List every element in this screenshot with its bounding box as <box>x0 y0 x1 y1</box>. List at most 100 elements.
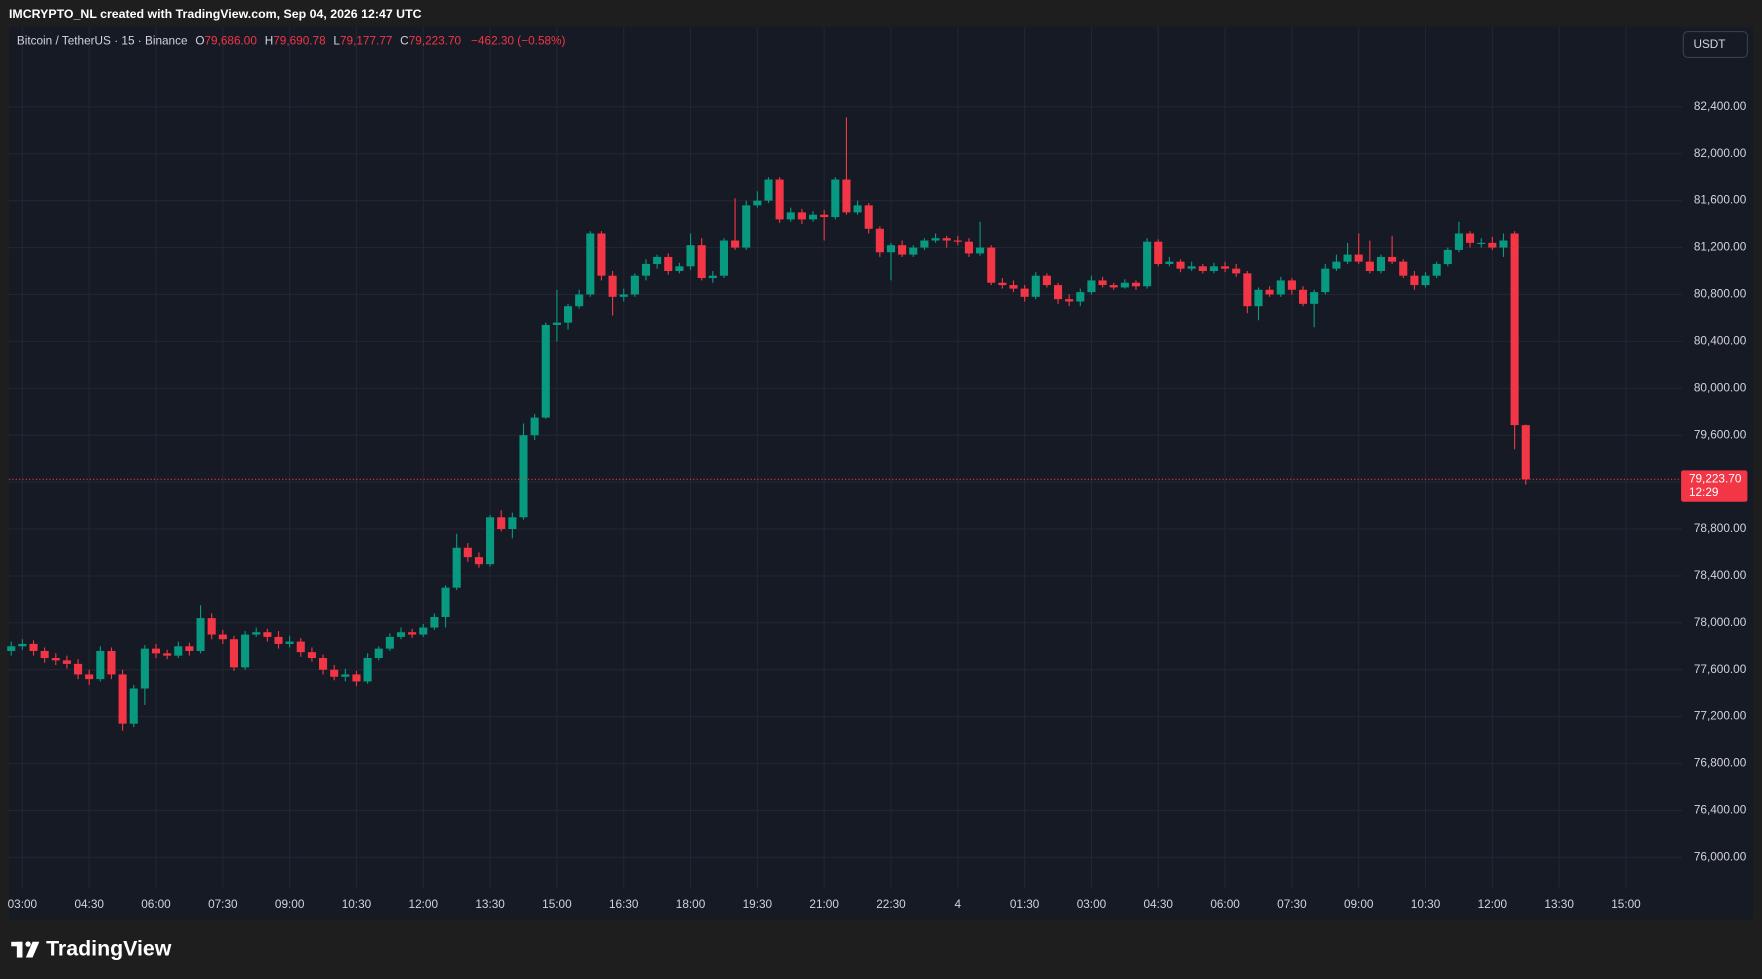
candle-body <box>942 238 951 241</box>
candle-body <box>1310 292 1319 304</box>
legend-key: L <box>333 35 340 48</box>
candle-body <box>1098 280 1107 286</box>
candle-body <box>51 658 60 661</box>
candle-body <box>474 557 483 565</box>
countdown: 12:29 <box>1689 486 1718 499</box>
candle-body <box>419 627 428 635</box>
y-tick-label: 76,400.00 <box>1694 804 1747 817</box>
candle-body <box>363 658 372 682</box>
candle-body <box>864 205 873 229</box>
candle-body <box>1232 268 1241 274</box>
candle-body <box>619 294 628 297</box>
candle-body <box>753 200 762 206</box>
candle-body <box>909 247 918 255</box>
x-tick-label: 19:30 <box>743 898 773 911</box>
legend: Bitcoin / TetherUS · 15 · Binance O79,68… <box>17 35 566 48</box>
candle-body <box>1388 256 1397 262</box>
change: −462.30 (−0.58%) <box>471 35 565 48</box>
candle-body <box>886 245 896 253</box>
last-price-label: 79,223.70 <box>1689 472 1742 485</box>
candle-body <box>1131 282 1141 287</box>
candle-body <box>820 214 829 218</box>
candle-body <box>1488 242 1497 248</box>
x-tick-label: 15:00 <box>1611 898 1641 911</box>
currency[interactable]: USDT <box>1693 38 1725 51</box>
candle-body <box>40 650 49 659</box>
x-tick-label: 15:00 <box>542 898 572 911</box>
candle-body <box>1454 233 1463 250</box>
y-tick-label: 77,600.00 <box>1694 663 1747 676</box>
candle-body <box>1143 241 1152 287</box>
symbol: Bitcoin / TetherUS · 15 · Binance <box>17 35 188 48</box>
x-tick-label: 01:30 <box>1010 898 1040 911</box>
candle-body <box>107 650 116 675</box>
candle-body <box>1165 261 1174 264</box>
x-tick-label: 04:30 <box>74 898 104 911</box>
candle-body <box>185 646 194 651</box>
candle-body <box>7 646 16 651</box>
candle-body <box>1265 289 1274 295</box>
x-tick-label: 22:30 <box>876 898 906 911</box>
y-tick-label: 76,000.00 <box>1694 850 1747 863</box>
candle-body <box>374 648 383 659</box>
candle-body <box>675 266 684 272</box>
candle-body <box>764 179 773 201</box>
candle-body <box>563 306 573 323</box>
candle-body <box>541 324 550 418</box>
candle-body <box>1076 292 1085 302</box>
candle-body <box>330 669 339 677</box>
candle-body <box>1399 261 1408 276</box>
candle-body <box>831 179 840 218</box>
candle-body <box>664 256 673 272</box>
candle-body <box>1332 261 1341 269</box>
candle-body <box>987 247 996 283</box>
candle-body <box>1243 273 1252 307</box>
candle-body <box>552 322 561 325</box>
tradingview-logo: TradingView <box>11 936 172 960</box>
y-tick-label: 81,200.00 <box>1694 241 1747 254</box>
candle-body <box>486 517 495 565</box>
candle-body <box>842 179 851 213</box>
x-tick-label: 04:30 <box>1144 898 1174 911</box>
candle-body <box>296 641 305 653</box>
last-price-box <box>1681 470 1748 502</box>
x-tick-label: 12:00 <box>1478 898 1508 911</box>
candle-body <box>207 618 216 635</box>
candle-body <box>62 660 71 664</box>
x-tick-label: 07:30 <box>1277 898 1307 911</box>
candle-body <box>408 632 417 635</box>
candle-body <box>530 417 539 436</box>
candle-body <box>920 240 929 248</box>
candle-body <box>808 214 818 220</box>
candle-body <box>575 294 584 307</box>
currency-button[interactable] <box>1682 31 1748 58</box>
candle-body <box>1466 233 1475 243</box>
candle-body <box>229 639 239 668</box>
x-tick-label: 4 <box>955 898 962 911</box>
candle-body <box>931 238 940 241</box>
candle-body <box>1065 299 1074 302</box>
candle-body <box>452 547 461 588</box>
candle-body <box>608 275 617 297</box>
candle-body <box>786 212 795 220</box>
candle-body <box>1154 241 1163 264</box>
y-tick-label: 80,800.00 <box>1694 288 1747 301</box>
candle-body <box>1521 425 1530 480</box>
candle-body <box>719 240 728 276</box>
x-tick-label: 09:00 <box>1344 898 1374 911</box>
y-tick-label: 79,600.00 <box>1694 428 1747 441</box>
candle-body <box>252 632 261 635</box>
candle-body <box>697 245 706 279</box>
logo-text: TradingView <box>46 936 172 960</box>
candle-body <box>519 435 528 518</box>
candle-body <box>163 653 172 656</box>
candle-body <box>1031 275 1040 297</box>
candle-body <box>85 674 94 680</box>
candle-body <box>1365 261 1374 272</box>
x-tick-label: 03:00 <box>8 898 38 911</box>
candle-body <box>1354 254 1363 262</box>
x-tick-label: 06:00 <box>1210 898 1240 911</box>
x-tick-label: 21:00 <box>809 898 839 911</box>
candle-body <box>74 663 83 675</box>
